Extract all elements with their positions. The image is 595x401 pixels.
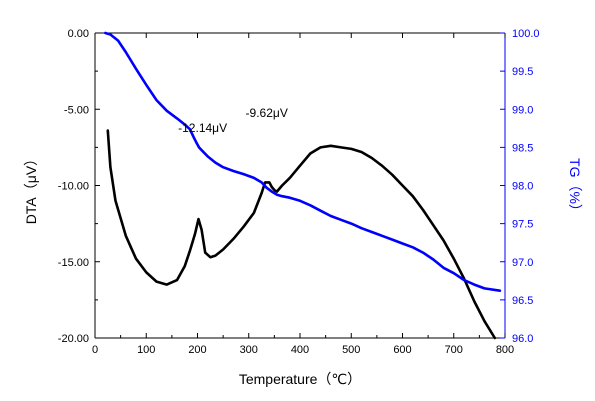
x-tick-label: 300 [240,344,258,356]
x-tick-label: 200 [188,344,206,356]
y-right-tick-label: 98.5 [512,142,533,154]
x-axis-title: Temperature（℃） [239,371,361,387]
x-tick-label: 500 [342,344,360,356]
peak-annotation: -12.14μV [178,121,227,135]
y-right-tick-label: 96.0 [512,333,533,345]
y-right-tick-label: 97.5 [512,219,533,231]
y-right-tick-label: 97.0 [512,257,533,269]
x-tick-label: 700 [445,344,463,356]
peak-annotation: -9.62μV [246,106,288,120]
y-left-axis-title: DTA（μV） [23,152,39,224]
x-tick-label: 800 [496,344,514,356]
y-left-tick-label: -10.00 [58,181,89,193]
y-right-axis-title: TG（%） [567,158,583,218]
y-left-tick-label: 0.00 [68,28,89,40]
y-left-tick-label: -15.00 [58,257,89,269]
y-right-tick-label: 100.0 [512,28,540,40]
y-left-tick-label: -20.00 [58,333,89,345]
dta-series-line [106,129,497,340]
tg-series-line [104,31,502,292]
x-tick-label: 100 [137,344,155,356]
y-left-tick-label: -5.00 [64,104,89,116]
x-tick-label: 600 [393,344,411,356]
y-right-tick-label: 98.0 [512,181,533,193]
y-right-tick-label: 99.5 [512,66,533,78]
y-right-tick-label: 99.0 [512,104,533,116]
x-tick-label: 0 [92,344,98,356]
y-right-tick-label: 96.5 [512,295,533,307]
x-tick-label: 400 [291,344,309,356]
